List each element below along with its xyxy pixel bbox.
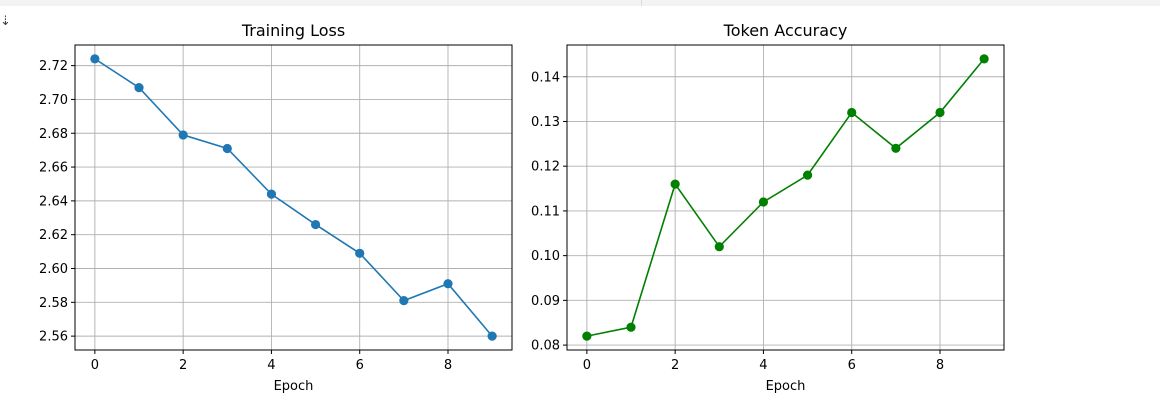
top-bar-divider (641, 0, 642, 6)
output-area-top-bar (0, 0, 1160, 6)
token-accuracy-axes-frame (566, 44, 1005, 351)
token-accuracy-data-point (979, 54, 989, 64)
token-accuracy-x-axis-label: Epoch (766, 379, 806, 394)
training-loss-data-point (310, 219, 321, 230)
token-accuracy-chart: 0 2 4 6 8 0.08 0.09 0.10 0.11 0.12 0.13 0.14 Token A… (531, 21, 1005, 394)
y-tick-label: 0.09 (531, 294, 560, 309)
token-accuracy-data-point (758, 197, 769, 207)
training-loss-grid (75, 45, 512, 350)
token-accuracy-data-point (714, 242, 724, 252)
y-tick-label: 0.13 (531, 115, 560, 130)
token-accuracy-data-point (935, 107, 945, 118)
training-loss-data-point (90, 54, 100, 64)
x-tick-label: 2 (671, 358, 679, 373)
collapse-output-icon[interactable]: ⇣ (0, 14, 11, 29)
token-accuracy-data-point (670, 179, 680, 189)
y-tick-label: 0.10 (531, 249, 560, 264)
y-tick-label: 2.72 (39, 59, 68, 74)
x-tick-label: 0 (583, 358, 591, 373)
y-tick-label: 2.70 (39, 93, 68, 108)
token-accuracy-series-line (586, 58, 985, 337)
token-accuracy-data-point (626, 322, 636, 332)
training-loss-x-axis-label: Epoch (274, 379, 314, 394)
token-accuracy-data-point (891, 143, 901, 153)
x-tick-label: 4 (267, 358, 275, 373)
y-tick-label: 0.11 (531, 204, 560, 219)
training-loss-data-point (487, 331, 497, 341)
training-loss-chart: 0 2 4 6 8 2.56 2.58 2.60 2.62 2.64 2.66 2.68 2.70 2.7… (39, 21, 513, 394)
training-loss-data-point (222, 143, 232, 154)
y-tick-label: 0.08 (531, 339, 560, 354)
y-tick-label: 2.58 (39, 296, 68, 311)
training-loss-data-point (399, 296, 409, 306)
x-tick-label: 4 (759, 358, 767, 373)
token-accuracy-grid (567, 45, 1004, 350)
x-tick-label: 8 (444, 358, 452, 373)
token-accuracy-data-point (847, 107, 857, 118)
y-tick-label: 2.66 (39, 161, 68, 176)
training-loss-data-point (178, 130, 188, 140)
training-loss-data-point (355, 248, 365, 258)
token-accuracy-data-point (802, 170, 813, 180)
y-tick-label: 2.64 (39, 194, 68, 209)
training-loss-title: Training Loss (241, 21, 345, 40)
y-tick-label: 0.14 (531, 70, 560, 85)
training-loss-data-point (266, 189, 277, 199)
training-loss-series-line (94, 58, 493, 337)
x-tick-label: 0 (91, 358, 99, 373)
x-tick-label: 8 (936, 358, 944, 373)
token-accuracy-title: Token Accuracy (723, 21, 848, 40)
training-loss-axes-frame (74, 44, 513, 351)
training-loss-data-point (443, 279, 453, 289)
training-loss-data-point (134, 83, 144, 93)
token-accuracy-data-point (582, 331, 592, 341)
x-tick-label: 2 (179, 358, 187, 373)
y-tick-label: 0.12 (531, 160, 560, 175)
y-tick-label: 2.62 (39, 228, 68, 243)
x-tick-label: 6 (848, 358, 856, 373)
y-tick-label: 2.60 (39, 262, 68, 277)
y-tick-label: 2.56 (39, 330, 68, 345)
y-tick-label: 2.68 (39, 127, 68, 142)
x-tick-label: 6 (356, 358, 364, 373)
